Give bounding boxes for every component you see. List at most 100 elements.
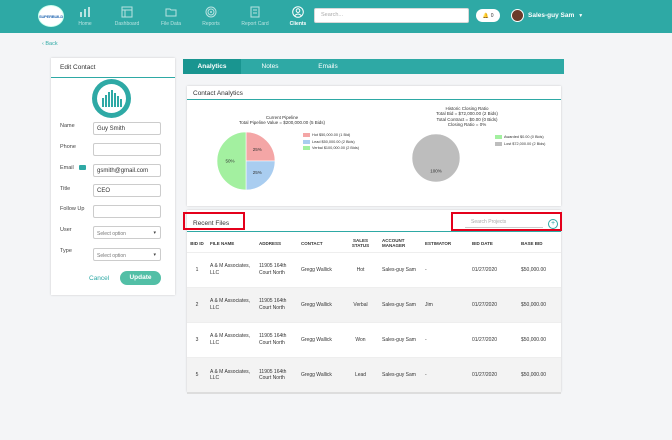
contact-analytics-card: Contact Analytics Current Pipeline Total… xyxy=(187,86,561,206)
col-contact[interactable]: CONTACT xyxy=(301,240,323,246)
table-row[interactable]: 2 A & M Associates, LLC 11905 164th Cour… xyxy=(187,287,561,323)
nav-home-label: Home xyxy=(78,21,92,27)
nav-reports[interactable]: Reports xyxy=(189,6,233,27)
recent-files-title: Recent Files xyxy=(183,212,245,230)
pie-slice-lead[interactable] xyxy=(245,160,276,191)
closing-line1: Historic Closing Ratio xyxy=(445,106,489,111)
cell-account-manager: Sales-guy Sam xyxy=(379,287,422,323)
col-file-name[interactable]: FILE NAME xyxy=(210,240,235,246)
cell-file-name: A & M Associates, LLC xyxy=(207,322,256,358)
cell-bid-id: 1 xyxy=(187,252,207,288)
cell-sales-status: Hot xyxy=(342,252,379,288)
pipeline-chart-title: Current Pipeline Total Pipeline Value = … xyxy=(227,115,337,126)
home-chart-icon xyxy=(80,7,90,17)
nav-report-card[interactable]: Report Card xyxy=(233,6,277,27)
app-logo[interactable]: SUPERBUILD xyxy=(38,5,64,27)
tab-emails[interactable]: Emails xyxy=(318,63,338,70)
pie-slice-hot[interactable] xyxy=(245,131,276,162)
table-row[interactable]: 3 A & M Associates, LLC 11905 164th Cour… xyxy=(187,322,561,358)
table-row[interactable]: 5 A & M Associates, LLC 11905 164th Cour… xyxy=(187,357,561,393)
col-sales-status[interactable]: SALES STATUS xyxy=(351,238,370,248)
cell-contact: Gregg Wallick xyxy=(298,357,342,393)
mail-icon[interactable] xyxy=(79,165,86,170)
recent-files-header xyxy=(187,210,561,232)
cell-address: 11905 164th Court North xyxy=(256,322,298,358)
dashboard-icon xyxy=(121,6,133,18)
title-field[interactable]: CEO xyxy=(93,184,161,197)
contact-tabs: Analytics Notes Emails xyxy=(183,59,564,74)
recent-files-table: BID ID FILE NAME ADDRESS CONTACT SALES S… xyxy=(187,234,561,393)
table-row[interactable]: 1 A & M Associates, LLC 11905 164th Cour… xyxy=(187,252,561,288)
legend-item-lead: Lead $50,000.00 (2 Bids) xyxy=(303,139,359,146)
pie-slice-lost[interactable] xyxy=(411,133,461,183)
legend-label-hot: Hot $50,000.00 (1 Bid) xyxy=(312,133,351,138)
legend-item-hot: Hot $50,000.00 (1 Bid) xyxy=(303,132,359,139)
legend-item-verbal: Verbal $100,000.00 (2 Bids) xyxy=(303,145,359,152)
name-field[interactable]: Guy Smith xyxy=(93,122,161,135)
col-account-manager[interactable]: ACCOUNT MANAGER xyxy=(382,238,406,248)
contact-avatar[interactable] xyxy=(92,79,131,118)
edit-contact-card: Edit Contact Name Guy Smith Phone Email … xyxy=(51,58,175,295)
notifications-button[interactable]: 🔔 0 xyxy=(476,9,500,22)
col-bid-id[interactable]: BID ID xyxy=(190,240,204,246)
nav-dashboard[interactable]: Dashboard xyxy=(105,6,149,27)
pipeline-title-line1: Current Pipeline xyxy=(265,115,299,120)
tab-analytics[interactable]: Analytics xyxy=(183,59,241,74)
pipeline-pie-chart: 25% 25% 50% xyxy=(216,131,276,191)
closing-line3: Total Contract = $0.00 (0 Bids) xyxy=(436,116,498,122)
legend-swatch-lost xyxy=(495,141,502,146)
pie-label-hot: 25% xyxy=(253,147,262,152)
cell-address: 11905 164th Court North xyxy=(256,252,298,288)
legend-label-lost: Lost $72,000.00 (2 Bids) xyxy=(504,141,546,146)
user-name: Sales-guy Sam xyxy=(528,12,575,19)
follow-up-field[interactable] xyxy=(93,205,161,218)
back-label: Back xyxy=(45,41,58,47)
col-estimator[interactable]: ESTIMATOR xyxy=(425,240,452,246)
horizontal-scrollbar[interactable] xyxy=(187,392,561,394)
cell-base-bid: $50,000.00 xyxy=(518,357,561,393)
update-button[interactable]: Update xyxy=(120,271,161,285)
nav-dashboard-label: Dashboard xyxy=(114,21,140,27)
bars-logo-icon xyxy=(101,89,122,107)
bell-icon: 🔔 xyxy=(482,12,489,19)
cell-sales-status: Won xyxy=(342,322,379,358)
user-select[interactable]: Select option ▾ xyxy=(93,226,161,239)
search-projects-input[interactable]: Search Projects xyxy=(465,219,543,228)
cell-base-bid: $50,000.00 xyxy=(518,287,561,323)
col-bid-date[interactable]: BID DATE xyxy=(472,240,493,246)
user-label: User xyxy=(60,227,72,233)
cell-address: 11905 164th Court North xyxy=(256,287,298,323)
type-select[interactable]: Select option ▾ xyxy=(93,248,161,261)
nav-clients[interactable]: Clients xyxy=(276,6,320,27)
pie-label-verbal: 50% xyxy=(226,159,235,164)
legend-label-awarded: Awarded $0.00 (0 Bids) xyxy=(504,135,544,140)
project-search: Search Projects + xyxy=(451,212,562,231)
nav-home[interactable]: Home xyxy=(63,6,107,27)
email-field[interactable]: gsmith@gmail.com xyxy=(93,164,161,177)
phone-field[interactable] xyxy=(93,143,161,156)
cell-file-name: A & M Associates, LLC xyxy=(207,357,256,393)
back-link[interactable]: ‹ Back xyxy=(42,41,58,47)
report-card-icon xyxy=(250,6,260,18)
tab-notes[interactable]: Notes xyxy=(261,63,279,70)
pie-slice-verbal[interactable] xyxy=(216,131,247,191)
col-address[interactable]: ADDRESS xyxy=(259,240,282,246)
cell-account-manager: Sales-guy Sam xyxy=(379,322,422,358)
user-icon xyxy=(292,6,304,18)
user-menu[interactable]: Sales-guy Sam ▼ xyxy=(511,9,583,22)
nav-file-data[interactable]: File Data xyxy=(149,6,193,27)
pie-label-lead: 25% xyxy=(253,170,262,175)
legend-swatch-verbal xyxy=(303,146,310,151)
contact-analytics-title: Contact Analytics xyxy=(187,86,561,100)
cancel-button[interactable]: Cancel xyxy=(89,275,110,282)
cell-sales-status: Lead xyxy=(342,357,379,393)
cell-estimator: - xyxy=(422,252,469,288)
global-search-input[interactable]: Search... xyxy=(314,8,469,23)
legend-swatch-lead xyxy=(303,139,310,144)
contact-avatar-inner xyxy=(97,84,126,113)
caret-down-icon: ▼ xyxy=(578,12,584,19)
add-project-button[interactable]: + xyxy=(548,219,558,229)
plus-icon: + xyxy=(550,220,556,227)
col-base-bid[interactable]: BASE BID xyxy=(521,240,543,246)
cell-estimator: - xyxy=(422,322,469,358)
